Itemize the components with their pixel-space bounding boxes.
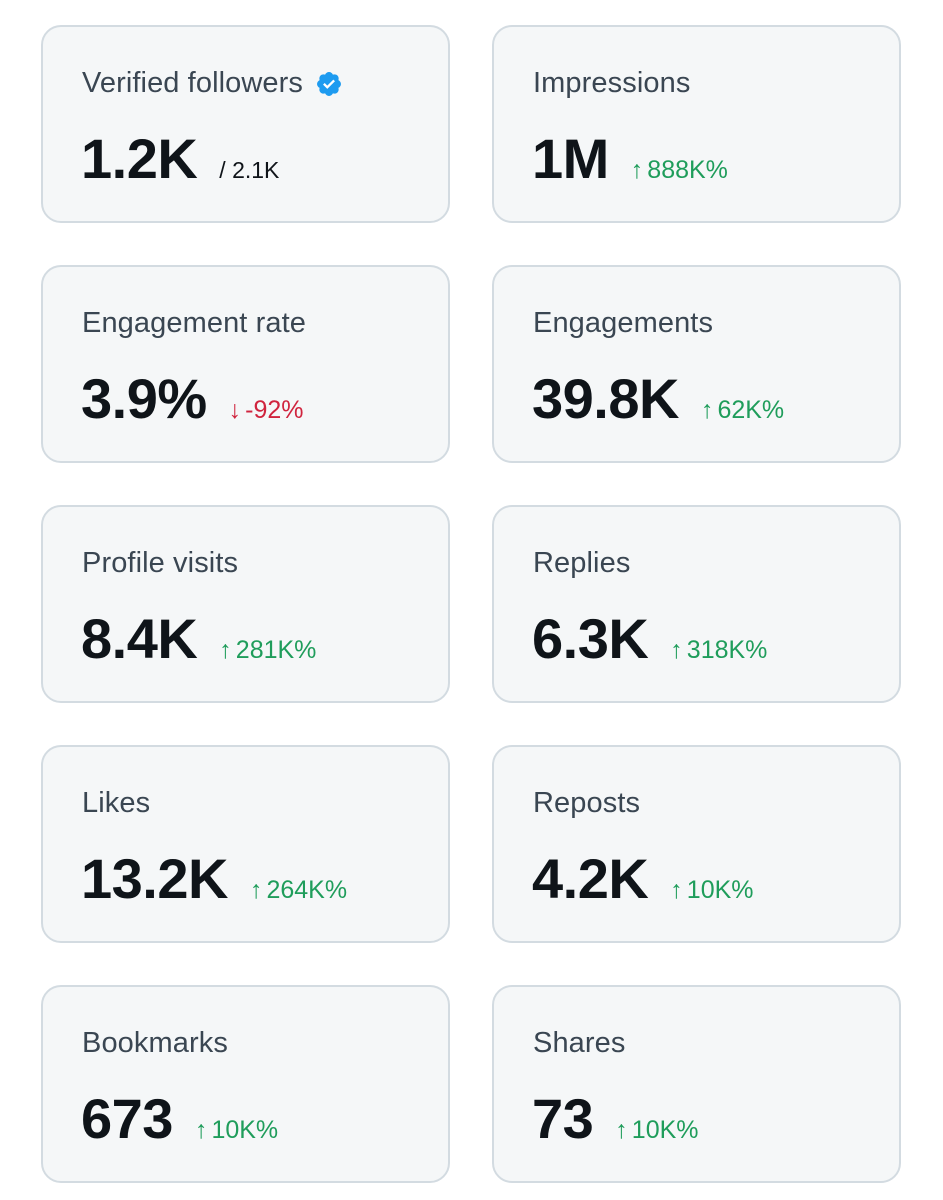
metric-value-row: 673 ↑ 10K% bbox=[81, 1091, 278, 1147]
metric-card-engagement-rate[interactable]: Engagement rate 3.9% ↓ -92% bbox=[41, 265, 450, 463]
metric-value-row: 3.9% ↓ -92% bbox=[81, 371, 304, 427]
metric-value: 4.2K bbox=[532, 847, 649, 910]
metric-value-row: 73 ↑ 10K% bbox=[532, 1091, 699, 1147]
metric-delta-text: 62K% bbox=[717, 396, 785, 424]
metric-value-row: 6.3K ↑ 318K% bbox=[532, 611, 767, 667]
metric-value: 1.2K bbox=[81, 127, 198, 190]
metric-delta: ↑ 10K% bbox=[195, 1116, 278, 1145]
metric-card-impressions[interactable]: Impressions 1M ↑ 888K% bbox=[492, 25, 901, 223]
metric-delta: ↑ 318K% bbox=[670, 636, 767, 665]
metric-label: Verified followers bbox=[82, 67, 304, 99]
verified-badge-icon bbox=[315, 70, 343, 98]
metric-value: 39.8K bbox=[532, 367, 679, 430]
metric-label-row: Bookmarks bbox=[82, 1027, 228, 1060]
metric-value-row: 39.8K ↑ 62K% bbox=[532, 371, 784, 427]
metric-delta-text: 264K% bbox=[266, 876, 348, 904]
metric-card-shares[interactable]: Shares 73 ↑ 10K% bbox=[492, 985, 901, 1183]
metric-value: 73 bbox=[532, 1087, 594, 1150]
metric-value: 673 bbox=[81, 1087, 173, 1150]
metric-label-row: Reposts bbox=[533, 787, 640, 820]
metric-label-row: Shares bbox=[533, 1027, 626, 1060]
metric-value: 13.2K bbox=[81, 847, 228, 910]
arrow-up-icon: ↑ bbox=[670, 636, 683, 664]
metric-label: Engagement rate bbox=[82, 307, 306, 339]
metric-label-row: Engagement rate bbox=[82, 307, 306, 340]
metric-delta-text: 10K% bbox=[686, 876, 754, 904]
metric-label: Profile visits bbox=[82, 547, 239, 579]
metric-label: Impressions bbox=[533, 67, 691, 99]
metric-value-row: 1.2K / 2.1K bbox=[81, 131, 279, 187]
metric-value-row: 8.4K ↑ 281K% bbox=[81, 611, 316, 667]
metric-card-likes[interactable]: Likes 13.2K ↑ 264K% bbox=[41, 745, 450, 943]
metric-value: 6.3K bbox=[532, 607, 649, 670]
metric-delta: ↑ 10K% bbox=[615, 1116, 698, 1145]
metric-delta: ↑ 888K% bbox=[631, 156, 728, 185]
metric-card-replies[interactable]: Replies 6.3K ↑ 318K% bbox=[492, 505, 901, 703]
metric-delta: ↑ 10K% bbox=[670, 876, 753, 905]
metric-label-row: Impressions bbox=[533, 67, 690, 100]
metric-value-row: 4.2K ↑ 10K% bbox=[532, 851, 754, 907]
metric-card-profile-visits[interactable]: Profile visits 8.4K ↑ 281K% bbox=[41, 505, 450, 703]
metric-card-bookmarks[interactable]: Bookmarks 673 ↑ 10K% bbox=[41, 985, 450, 1183]
metric-label: Replies bbox=[533, 547, 631, 579]
metric-label: Shares bbox=[533, 1027, 626, 1059]
metric-delta-text: 10K% bbox=[211, 1116, 279, 1144]
metric-label: Bookmarks bbox=[82, 1027, 228, 1059]
metric-value: 8.4K bbox=[81, 607, 198, 670]
metric-value: 3.9% bbox=[81, 367, 207, 430]
metric-delta: ↑ 281K% bbox=[219, 636, 316, 665]
metric-total: / 2.1K bbox=[219, 157, 280, 183]
metric-label: Reposts bbox=[533, 787, 641, 819]
metric-label-row: Replies bbox=[533, 547, 630, 580]
metric-delta-text: 318K% bbox=[686, 636, 768, 664]
arrow-up-icon: ↑ bbox=[194, 1116, 208, 1144]
metric-label-row: Likes bbox=[82, 787, 150, 820]
metric-delta-text: 10K% bbox=[631, 1116, 699, 1144]
metric-card-engagements[interactable]: Engagements 39.8K ↑ 62K% bbox=[492, 265, 901, 463]
arrow-down-icon: ↓ bbox=[228, 396, 242, 424]
metric-delta: ↑ 264K% bbox=[250, 876, 347, 905]
metric-delta-text: 281K% bbox=[235, 636, 317, 664]
metric-delta-text: 888K% bbox=[647, 156, 728, 184]
metric-value: 1M bbox=[532, 127, 609, 190]
metric-label-row: Profile visits bbox=[82, 547, 238, 580]
metric-label: Likes bbox=[82, 787, 151, 819]
metric-card-verified-followers[interactable]: Verified followers 1.2K / 2.1K bbox=[41, 25, 450, 223]
metric-delta-text: -92% bbox=[245, 396, 304, 424]
arrow-up-icon: ↑ bbox=[700, 396, 714, 424]
arrow-up-icon: ↑ bbox=[219, 636, 232, 664]
metric-label: Engagements bbox=[533, 307, 714, 339]
metric-card-reposts[interactable]: Reposts 4.2K ↑ 10K% bbox=[492, 745, 901, 943]
arrow-up-icon: ↑ bbox=[615, 1116, 628, 1144]
metric-label-row: Verified followers bbox=[82, 67, 343, 100]
arrow-up-icon: ↑ bbox=[630, 156, 644, 184]
metric-label-row: Engagements bbox=[533, 307, 713, 340]
metric-delta: ↑ 62K% bbox=[701, 396, 784, 425]
arrow-up-icon: ↑ bbox=[670, 876, 683, 904]
metric-value-row: 1M ↑ 888K% bbox=[532, 131, 728, 187]
metric-value-row: 13.2K ↑ 264K% bbox=[81, 851, 347, 907]
metric-delta: ↓ -92% bbox=[229, 396, 304, 425]
arrow-up-icon: ↑ bbox=[249, 876, 263, 904]
